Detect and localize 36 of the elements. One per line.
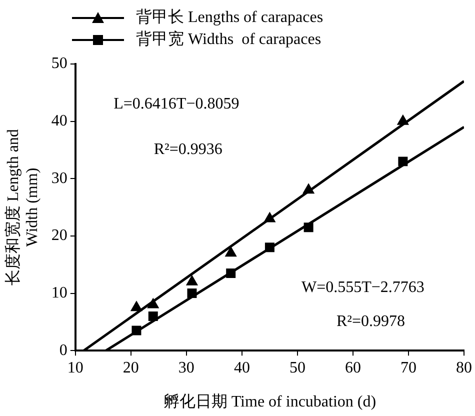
annotation: R²=0.9978: [336, 313, 405, 330]
x-tick-label: 10: [67, 359, 84, 376]
x-tick-label: 30: [178, 359, 194, 376]
x-tick-label: 20: [122, 359, 139, 376]
point: [148, 311, 158, 321]
point: [302, 184, 314, 194]
annotation: R²=0.9936: [154, 141, 222, 158]
point: [225, 246, 237, 257]
y-tick-label: 0: [59, 342, 68, 359]
point: [186, 275, 198, 286]
point: [147, 298, 159, 308]
legend-label: 背甲长 Lengths of carapaces: [136, 8, 324, 26]
x-tick-label: 40: [234, 359, 250, 376]
point: [264, 212, 276, 222]
y-axis-title: 长度和宽度 Length and Width (mm): [4, 129, 42, 286]
y-tick-label: 30: [51, 170, 68, 187]
x-tick-label: 70: [400, 359, 416, 376]
x-tick-label: 60: [344, 359, 361, 376]
point: [264, 242, 274, 252]
point: [397, 114, 409, 125]
legend-label: 背甲宽 Widths of carapaces: [136, 30, 322, 48]
x-axis-title: 孵化日期 Time of incubation (d): [163, 392, 376, 411]
point: [132, 326, 142, 336]
x-tick-label: 50: [289, 359, 306, 376]
y-tick-label: 10: [51, 284, 68, 302]
y-tick-label: 20: [51, 227, 68, 244]
point: [130, 301, 142, 312]
point: [304, 222, 314, 232]
x-tick-label: 80: [456, 359, 472, 376]
y-tick-label: 40: [51, 112, 68, 130]
y-tick-label: 50: [51, 55, 68, 72]
point: [187, 288, 197, 298]
annotation: L=0.6416T−0.8059: [114, 95, 240, 112]
point: [226, 268, 236, 278]
point: [398, 156, 408, 166]
annotation: W=0.555T−2.7763: [302, 278, 424, 296]
